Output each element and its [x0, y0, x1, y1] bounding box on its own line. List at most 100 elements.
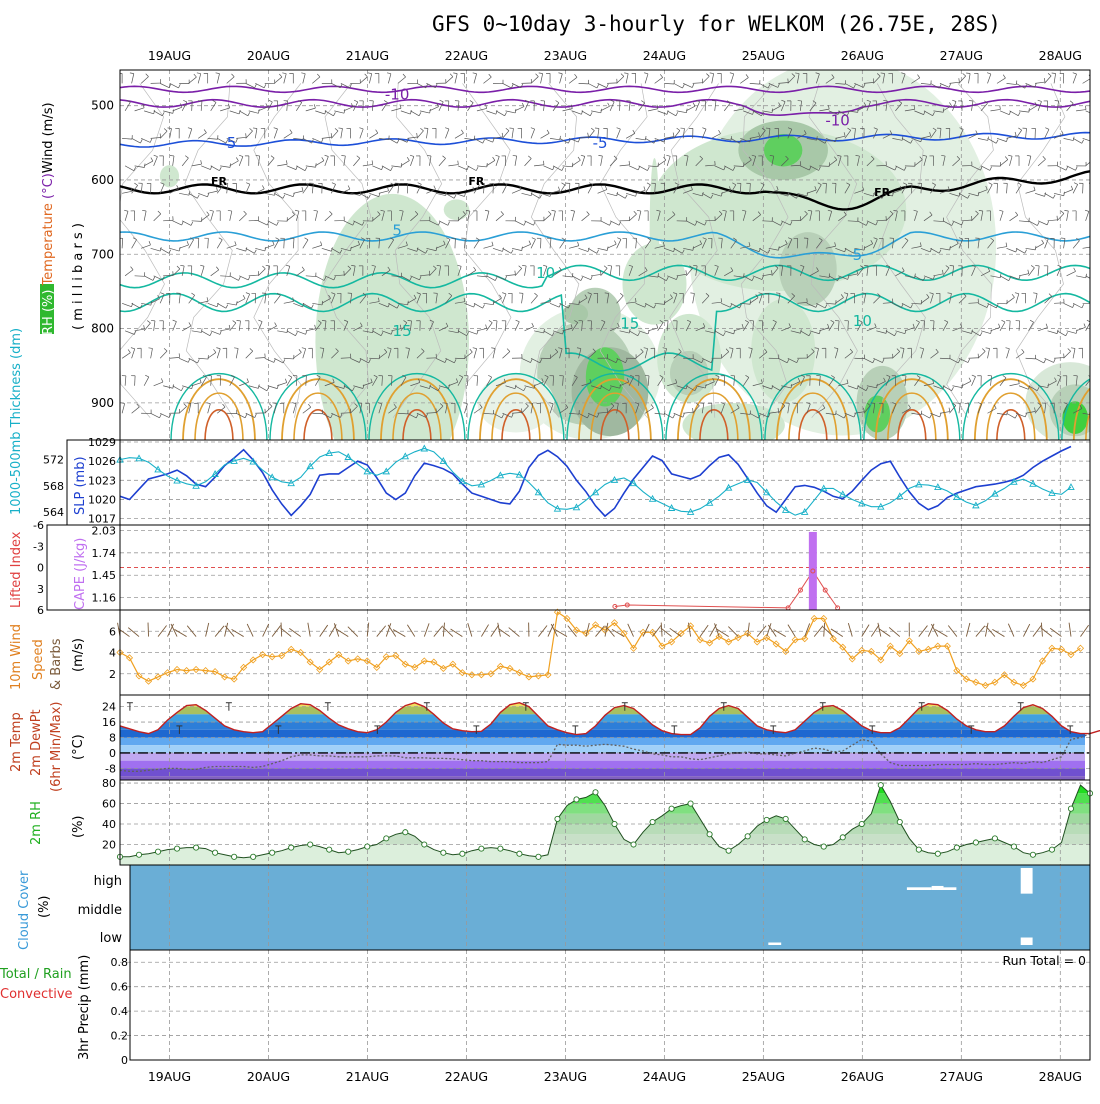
wind-barb-flag [154, 110, 155, 114]
wind-barb-flag [673, 133, 674, 137]
wind-barb [439, 158, 446, 165]
wind-barb [664, 83, 674, 84]
wind-barb-flag [131, 267, 134, 270]
wind-barb-flag [1052, 73, 1056, 74]
wind-barb [959, 76, 966, 83]
wind-barb [1019, 221, 1029, 222]
cape-tick-label: 1.45 [92, 569, 117, 582]
wind-barb [1054, 193, 1064, 195]
wind-barb [315, 276, 324, 281]
wind-barb [144, 111, 154, 114]
rh-point [479, 846, 484, 851]
wind-barb-flag [185, 156, 188, 158]
wind-barb-flag [488, 375, 491, 377]
wind-barb [541, 74, 543, 84]
wind-barb [341, 128, 343, 138]
li-tick-label: 3 [37, 583, 44, 596]
isotherm-arch [1096, 410, 1100, 442]
wind-barb-flag [282, 73, 286, 74]
wind-barb-flag [536, 74, 539, 77]
wind-barb [563, 276, 573, 277]
temp-band [120, 745, 1085, 753]
wind-barb-flag [1045, 128, 1049, 130]
wind-barb-flag [1074, 268, 1076, 272]
wind-barb [1048, 220, 1058, 221]
wind-barb [239, 321, 240, 331]
wind-barb [683, 83, 692, 87]
wind-barb-flag [293, 297, 294, 301]
contour-label: 15 [393, 322, 412, 340]
wind-barb [132, 138, 141, 143]
wind-barb [274, 193, 283, 198]
bottom-date-label: 27AUG [940, 1069, 983, 1084]
contour-label: -10 [385, 86, 410, 104]
wind-barb [360, 129, 363, 138]
wind-barb-flag [271, 156, 274, 158]
wind-barb [617, 239, 621, 248]
wind-barb-flag [1064, 192, 1065, 196]
wind-barb-flag [188, 128, 192, 129]
wind-barb [560, 74, 563, 84]
wind-barb-flag [222, 404, 225, 407]
wind-barb [522, 244, 531, 248]
wind-barb [610, 159, 617, 166]
wind-barb [534, 165, 544, 166]
slp-tick-label: 1026 [88, 455, 116, 468]
wind-barb [544, 166, 553, 170]
wind-barb [274, 77, 282, 83]
wind-barb [303, 240, 308, 249]
wind-barb-flag [147, 321, 150, 323]
wind-barb [189, 129, 192, 139]
wind-barb-flag [1048, 73, 1051, 76]
wind-barb [303, 185, 309, 193]
wind-barb [173, 107, 182, 111]
wind-barb-flag [972, 375, 976, 377]
wind-barb [132, 74, 134, 84]
wind-barb-flag [588, 133, 589, 137]
wind-barb [1067, 271, 1076, 275]
wind-barb [125, 166, 134, 171]
wind-barb-flag [216, 73, 220, 74]
wind-barb-flag [180, 265, 184, 266]
wind-barb [239, 157, 243, 166]
wind-barb [486, 111, 495, 114]
rh-shade [779, 232, 837, 306]
wind-barb [284, 74, 286, 84]
wind10-barb [320, 625, 328, 637]
wind-barb [1073, 138, 1082, 143]
temp-unit: (°C) [71, 734, 86, 760]
wind-barb-flag [1049, 294, 1052, 297]
panel-frame [130, 950, 1090, 1060]
wind10-barb [848, 623, 852, 636]
contour-label: FR [468, 175, 485, 188]
bottom-date-label: 28AUG [1039, 1069, 1082, 1084]
wind-barb [445, 129, 448, 138]
rh-shade [764, 134, 802, 167]
wind-barb-flag [285, 379, 286, 383]
top-date-label: 26AUG [841, 48, 884, 63]
rh-point [574, 797, 579, 802]
wind-barb [629, 214, 636, 221]
rh-point [916, 847, 921, 852]
wind-barb-flag [335, 128, 338, 131]
wind-barb-flag [338, 128, 342, 129]
wind-barb-flag [200, 265, 204, 266]
top-date-label: 24AUG [643, 48, 686, 63]
wind-barb-flag [483, 305, 485, 309]
temp-band [120, 761, 1085, 769]
wind-barb-flag [1018, 112, 1020, 116]
run-total-label: Run Total = 0 [1002, 953, 1086, 968]
slp-line [120, 447, 1071, 517]
wind-barb [144, 211, 146, 221]
wind-barb [493, 248, 502, 251]
wind-barb-flag [968, 359, 970, 363]
wind-barb-flag [228, 210, 232, 211]
wind10-barb [468, 623, 472, 636]
wind-barb-flag [302, 267, 304, 270]
rh-axis-title: 2m RH [29, 801, 44, 845]
wind10-barb [986, 626, 995, 637]
wind-barb-flag [470, 100, 473, 102]
rh-shade [444, 199, 470, 220]
wind-barb-flag [187, 241, 188, 245]
wind-barb [132, 349, 135, 358]
